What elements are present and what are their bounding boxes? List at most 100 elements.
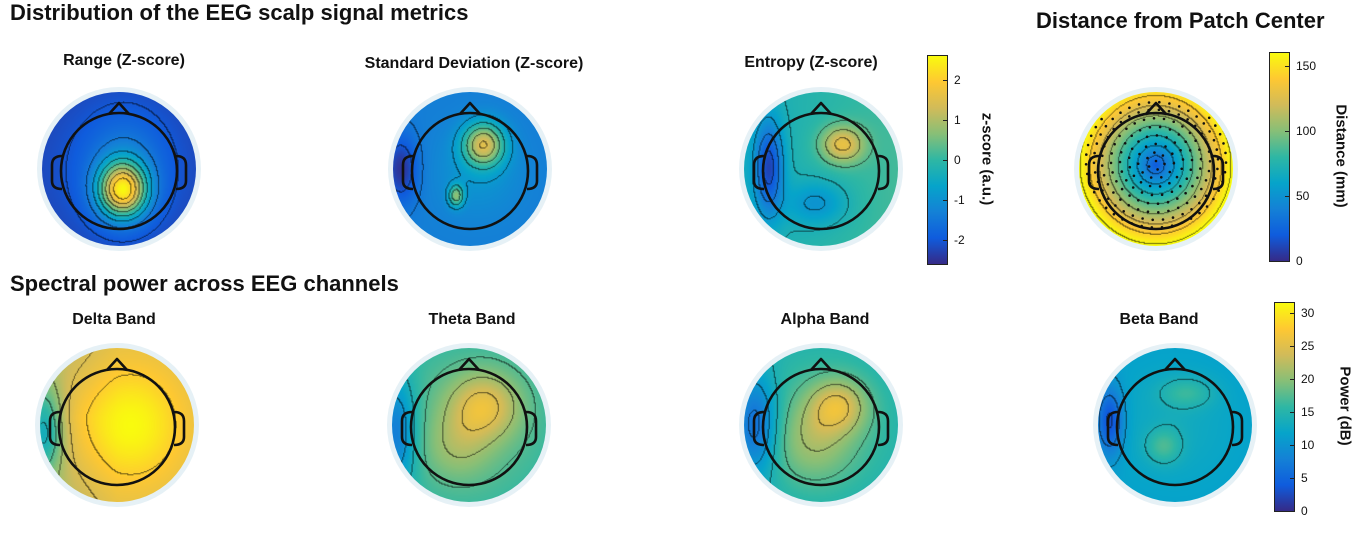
map-title-std: Standard Deviation (Z-score)	[364, 55, 584, 72]
electrode-dot	[1224, 161, 1228, 164]
electrode-dot	[1156, 202, 1160, 205]
electrode-dot	[1199, 157, 1203, 161]
electrode-dot	[1109, 161, 1113, 165]
electrode-dot	[1222, 142, 1225, 145]
electrode-dot	[1200, 187, 1203, 191]
electrode-dot	[1177, 113, 1180, 116]
electrode-dot	[1184, 191, 1187, 195]
electrode-dot	[1118, 160, 1122, 164]
electrode-dot	[1168, 102, 1171, 105]
electrode-dot	[1204, 179, 1208, 182]
map-surface	[42, 92, 196, 246]
electrode-dot	[1198, 148, 1201, 151]
colorbar-tick-mark	[1290, 345, 1294, 347]
electrode-dot	[1137, 111, 1140, 114]
electrode-dot	[1086, 172, 1089, 176]
electrode-dot	[1172, 120, 1175, 123]
electrode-dot	[1128, 194, 1131, 197]
electrode-dot	[1130, 222, 1134, 225]
electrode-dot	[1171, 152, 1174, 155]
map-surface	[40, 348, 194, 502]
electrode-dot	[1176, 197, 1179, 200]
electrode-dot	[1154, 159, 1158, 163]
electrode-dot	[1199, 167, 1202, 170]
electrode-dot	[1099, 133, 1102, 136]
electrode-dot	[1114, 204, 1117, 207]
electrode-dot	[1190, 158, 1194, 162]
electrode-dot	[1140, 224, 1143, 228]
colorbar-tick-mark	[1290, 411, 1294, 413]
electrode-dot	[1185, 177, 1189, 180]
colorbar-tick-label: -2	[954, 233, 965, 247]
electrode-dot	[1179, 149, 1182, 152]
electrode-dot	[1119, 111, 1122, 114]
colorbar-tick-mark	[1285, 66, 1289, 67]
electrode-dot	[1120, 187, 1124, 191]
colorbar-tick-label: 10	[1301, 437, 1315, 452]
electrode-dot	[1106, 135, 1110, 139]
electrode-dot	[1106, 197, 1110, 200]
electrode-dot	[1212, 138, 1216, 142]
map-surface	[744, 92, 898, 246]
electrode-dot	[1164, 145, 1167, 148]
electrode-dot	[1139, 181, 1143, 184]
electrode-dot	[1110, 152, 1113, 155]
colorbar-tick-mark	[1290, 312, 1294, 314]
electrode-dot	[1130, 147, 1134, 151]
electrode-dot	[1161, 218, 1165, 221]
colorbar-tick-label: 100	[1296, 124, 1317, 138]
colorbar-tick-label: 50	[1296, 189, 1310, 203]
electrode-dot	[1127, 156, 1131, 160]
section-title-spectral: Spectral power across EEG channels	[10, 271, 399, 296]
electrode-dot	[1112, 127, 1115, 131]
map-title-alpha: Alpha Band	[780, 311, 870, 328]
electrode-dot	[1149, 176, 1153, 179]
map-surface	[744, 348, 898, 502]
electrode-dot	[1146, 156, 1149, 160]
colorbar-tick-mark	[943, 240, 947, 241]
colorbar-zscore	[927, 55, 948, 265]
topomap-beta	[1093, 343, 1257, 507]
colorbar-tick-mark	[1290, 511, 1294, 512]
map-surface	[393, 92, 547, 246]
electrode-dot	[1133, 122, 1136, 125]
electrode-dot	[1132, 174, 1136, 178]
topomap-entropy	[739, 87, 903, 251]
colorbar-tick-mark	[943, 160, 947, 161]
electrode-dot	[1092, 161, 1096, 165]
electrode-dot	[1177, 105, 1181, 108]
topomap-delta	[35, 343, 199, 507]
electrode-dot	[1170, 224, 1174, 227]
electrode-dot	[1193, 195, 1197, 198]
section-title-metrics: Distribution of the EEG scalp signal met…	[10, 0, 469, 25]
head-outline	[752, 101, 890, 231]
electrode-dot	[1153, 151, 1156, 154]
electrode-dot	[1207, 150, 1211, 153]
electrode-dot	[1123, 142, 1127, 145]
electrode-dot	[1138, 152, 1141, 156]
electrode-dot	[1145, 135, 1149, 139]
electrode-dot	[1154, 142, 1157, 146]
colorbar-tick-mark	[943, 120, 947, 121]
electrode-dot	[1150, 193, 1154, 197]
electrode-dot	[1157, 108, 1161, 112]
electrode-dot	[1119, 151, 1123, 154]
electrode-dot	[1184, 140, 1187, 143]
electrode-dot	[1151, 218, 1154, 222]
electrode-dot	[1207, 169, 1211, 173]
electrode-dot	[1130, 134, 1133, 138]
electrode-dot	[1148, 184, 1152, 188]
electrode-dot	[1177, 133, 1181, 136]
electrode-dot	[1189, 217, 1193, 220]
electrode-dot	[1150, 226, 1154, 229]
electrode-dot	[1179, 184, 1182, 188]
section-title-distance: Distance from Patch Center	[1036, 8, 1325, 33]
colorbar-tick-mark	[1290, 477, 1294, 479]
electrode-dot	[1216, 167, 1219, 171]
electrode-dot	[1098, 199, 1101, 202]
map-title-range: Range (Z-score)	[63, 52, 185, 69]
electrode-dot	[1093, 151, 1096, 155]
electrode-dot	[1136, 162, 1140, 165]
electrode-dot	[1194, 124, 1197, 128]
electrode-dot	[1166, 200, 1170, 204]
